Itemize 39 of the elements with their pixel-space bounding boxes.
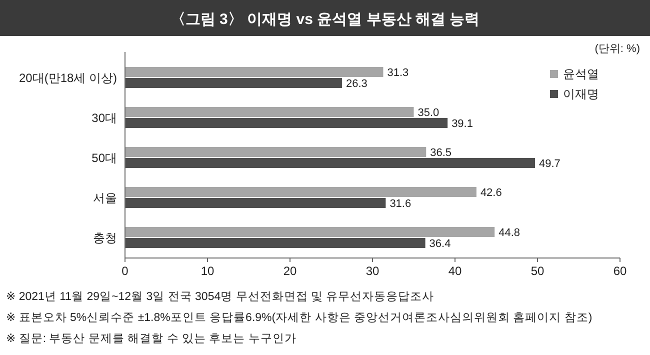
text: ※ 2021년 11월 29일~12월 3일 전국 3054명 무선전화면접 및 유무선자동응답조사 [6, 291, 434, 303]
data-label: 31.3 [387, 67, 409, 79]
data-label: 31.6 [390, 198, 412, 210]
bar [125, 67, 384, 77]
bar [125, 78, 342, 88]
bar [125, 227, 495, 237]
y-tick-label: 50대 [92, 151, 117, 165]
bar [125, 147, 426, 157]
y-tick-label: 서울 [93, 191, 117, 205]
data-label: 49.7 [539, 158, 560, 170]
y-tick-label: 20대(만18세 이상) [18, 71, 117, 85]
chart-title: 〈그림 3〉 이재명 vs 윤석열 부동산 해결 능력 [170, 11, 480, 28]
x-tick-label: 20 [283, 264, 297, 278]
legend-label: 윤석열 [563, 67, 599, 81]
data-label: 36.5 [430, 147, 452, 159]
x-tick-label: 60 [613, 264, 627, 278]
bar [125, 238, 426, 248]
data-label: 42.6 [480, 187, 502, 199]
annotation: (단위: %) [594, 43, 640, 55]
text: ※ 표본오차 5%신뢰수준 ±1.8%포인트 응답률6.9%(자세한 사항은 중앙선거여론조사심의위원회 홈페이지 참조) [6, 312, 592, 324]
legend-label: 이재명 [563, 87, 599, 101]
bar [125, 198, 386, 208]
data-label: 26.3 [346, 78, 368, 90]
bar [125, 107, 414, 117]
bar [125, 187, 476, 197]
x-tick-label: 30 [366, 264, 380, 278]
text: ※ 질문: 부동산 문제를 해결할 수 있는 후보는 누구인가 [6, 333, 296, 345]
x-tick-label: 50 [530, 264, 544, 278]
x-tick-label: 0 [122, 264, 129, 278]
bar [125, 118, 448, 128]
x-tick-label: 40 [448, 264, 462, 278]
data-label: 36.4 [429, 238, 451, 250]
data-label: 35.0 [418, 107, 440, 119]
y-tick-label: 충청 [93, 231, 117, 245]
data-label: 39.1 [452, 118, 473, 130]
data-label: 44.8 [498, 227, 520, 239]
bar [125, 158, 536, 168]
y-tick-label: 30대 [92, 111, 117, 125]
x-tick-label: 10 [200, 264, 214, 278]
